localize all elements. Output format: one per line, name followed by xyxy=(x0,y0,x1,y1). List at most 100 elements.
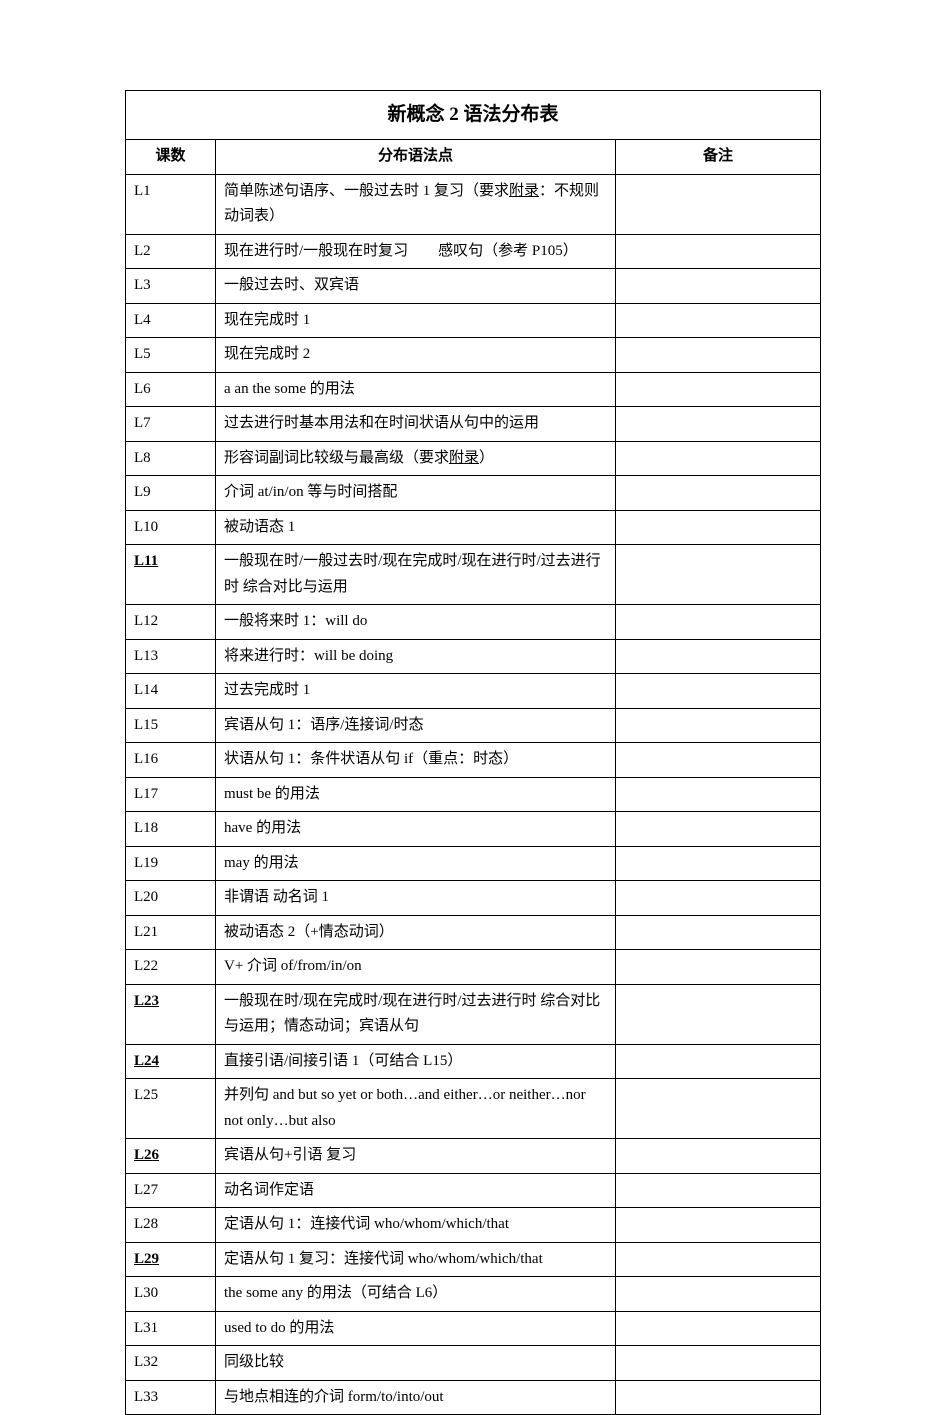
grammar-cell: 一般现在时/一般过去时/现在完成时/现在进行时/过去进行时 综合对比与运用 xyxy=(216,545,616,605)
note-cell xyxy=(616,915,821,950)
note-cell xyxy=(616,984,821,1044)
lesson-cell: L16 xyxy=(126,743,216,778)
table-row: L32同级比较 xyxy=(126,1346,821,1381)
lesson-cell: L14 xyxy=(126,674,216,709)
grammar-cell: 宾语从句+引语 复习 xyxy=(216,1139,616,1174)
note-cell xyxy=(616,510,821,545)
note-cell xyxy=(616,1208,821,1243)
table-row: L26 宾语从句+引语 复习 xyxy=(126,1139,821,1174)
grammar-cell: 简单陈述句语序、一般过去时 1 复习（要求附录：不规则动词表） xyxy=(216,174,616,234)
table-row: L16状语从句 1：条件状语从句 if（重点：时态） xyxy=(126,743,821,778)
underlined-text: 附录 xyxy=(509,183,539,199)
grammar-cell: 一般过去时、双宾语 xyxy=(216,269,616,304)
table-body: L1简单陈述句语序、一般过去时 1 复习（要求附录：不规则动词表）L2现在进行时… xyxy=(126,174,821,1415)
lesson-cell: L19 xyxy=(126,846,216,881)
lesson-cell: L23 xyxy=(126,984,216,1044)
grammar-cell: 状语从句 1：条件状语从句 if（重点：时态） xyxy=(216,743,616,778)
note-cell xyxy=(616,269,821,304)
table-row: L12一般将来时 1：will do xyxy=(126,605,821,640)
lesson-cell: L9 xyxy=(126,476,216,511)
grammar-cell: 与地点相连的介词 form/to/into/out xyxy=(216,1380,616,1415)
grammar-cell: 介词 at/in/on 等与时间搭配 xyxy=(216,476,616,511)
note-cell xyxy=(616,545,821,605)
grammar-cell: 现在进行时/一般现在时复习 感叹句（参考 P105） xyxy=(216,234,616,269)
lesson-label-bold: L23 xyxy=(134,993,159,1009)
note-cell xyxy=(616,1139,821,1174)
lesson-cell: L11 xyxy=(126,545,216,605)
lesson-cell: L6 xyxy=(126,372,216,407)
grammar-cell: 一般将来时 1：will do xyxy=(216,605,616,640)
note-cell xyxy=(616,812,821,847)
grammar-cell: 并列句 and but so yet or both…and either…or… xyxy=(216,1079,616,1139)
lesson-cell: L5 xyxy=(126,338,216,373)
lesson-cell: L12 xyxy=(126,605,216,640)
grammar-cell: 过去进行时基本用法和在时间状语从句中的运用 xyxy=(216,407,616,442)
grammar-cell: have 的用法 xyxy=(216,812,616,847)
grammar-cell: used to do 的用法 xyxy=(216,1311,616,1346)
lesson-label-bold: L24 xyxy=(134,1053,159,1069)
note-cell xyxy=(616,441,821,476)
table-row: L24 直接引语/间接引语 1（可结合 L15） xyxy=(126,1044,821,1079)
note-cell xyxy=(616,639,821,674)
grammar-cell: V+ 介词 of/from/in/on xyxy=(216,950,616,985)
underlined-text: 附录 xyxy=(449,450,479,466)
table-row: L10被动语态 1 xyxy=(126,510,821,545)
grammar-cell: 被动语态 2（+情态动词） xyxy=(216,915,616,950)
table-row: L23 一般现在时/现在完成时/现在进行时/过去进行时 综合对比与运用；情态动词；… xyxy=(126,984,821,1044)
table-row: L2现在进行时/一般现在时复习 感叹句（参考 P105） xyxy=(126,234,821,269)
grammar-cell: 非谓语 动名词 1 xyxy=(216,881,616,916)
lesson-cell: L24 xyxy=(126,1044,216,1079)
table-row: L25并列句 and but so yet or both…and either… xyxy=(126,1079,821,1139)
note-cell xyxy=(616,777,821,812)
note-cell xyxy=(616,1277,821,1312)
grammar-cell: 过去完成时 1 xyxy=(216,674,616,709)
note-cell xyxy=(616,605,821,640)
lesson-cell: L25 xyxy=(126,1079,216,1139)
grammar-cell: 一般现在时/现在完成时/现在进行时/过去进行时 综合对比与运用；情态动词；宾语从… xyxy=(216,984,616,1044)
header-notes: 备注 xyxy=(616,140,821,175)
grammar-cell: 现在完成时 1 xyxy=(216,303,616,338)
lesson-cell: L10 xyxy=(126,510,216,545)
lesson-cell: L8 xyxy=(126,441,216,476)
table-row: L33与地点相连的介词 form/to/into/out xyxy=(126,1380,821,1415)
grammar-cell: 定语从句 1 复习：连接代词 who/whom/which/that xyxy=(216,1242,616,1277)
lesson-label-bold: L29 xyxy=(134,1251,159,1267)
table-row: L8形容词副词比较级与最高级（要求附录） xyxy=(126,441,821,476)
lesson-cell: L17 xyxy=(126,777,216,812)
lesson-cell: L3 xyxy=(126,269,216,304)
note-cell xyxy=(616,234,821,269)
lesson-cell: L30 xyxy=(126,1277,216,1312)
grammar-cell: 宾语从句 1：语序/连接词/时态 xyxy=(216,708,616,743)
lesson-cell: L18 xyxy=(126,812,216,847)
note-cell xyxy=(616,674,821,709)
lesson-cell: L28 xyxy=(126,1208,216,1243)
note-cell xyxy=(616,1380,821,1415)
grammar-cell: 将来进行时：will be doing xyxy=(216,639,616,674)
grammar-cell: 同级比较 xyxy=(216,1346,616,1381)
grammar-cell: must be 的用法 xyxy=(216,777,616,812)
table-row: L28定语从句 1：连接代词 who/whom/which/that xyxy=(126,1208,821,1243)
header-grammar: 分布语法点 xyxy=(216,140,616,175)
table-row: L9介词 at/in/on 等与时间搭配 xyxy=(126,476,821,511)
lesson-cell: L33 xyxy=(126,1380,216,1415)
lesson-cell: L15 xyxy=(126,708,216,743)
table-row: L27动名词作定语 xyxy=(126,1173,821,1208)
table-row: L22V+ 介词 of/from/in/on xyxy=(126,950,821,985)
note-cell xyxy=(616,303,821,338)
lesson-cell: L26 xyxy=(126,1139,216,1174)
table-row: L4现在完成时 1 xyxy=(126,303,821,338)
table-title-row: 新概念 2 语法分布表 xyxy=(126,91,821,140)
table-row: L30the some any 的用法（可结合 L6） xyxy=(126,1277,821,1312)
table-row: L11一般现在时/一般过去时/现在完成时/现在进行时/过去进行时 综合对比与运用 xyxy=(126,545,821,605)
table-row: L14过去完成时 1 xyxy=(126,674,821,709)
table-row: L5现在完成时 2 xyxy=(126,338,821,373)
grammar-cell: 动名词作定语 xyxy=(216,1173,616,1208)
grammar-cell: the some any 的用法（可结合 L6） xyxy=(216,1277,616,1312)
lesson-cell: L32 xyxy=(126,1346,216,1381)
lesson-label-bold: L26 xyxy=(134,1147,159,1163)
table-row: L31used to do 的用法 xyxy=(126,1311,821,1346)
note-cell xyxy=(616,476,821,511)
table-row: L1简单陈述句语序、一般过去时 1 复习（要求附录：不规则动词表） xyxy=(126,174,821,234)
grammar-cell: 直接引语/间接引语 1（可结合 L15） xyxy=(216,1044,616,1079)
table-row: L7过去进行时基本用法和在时间状语从句中的运用 xyxy=(126,407,821,442)
